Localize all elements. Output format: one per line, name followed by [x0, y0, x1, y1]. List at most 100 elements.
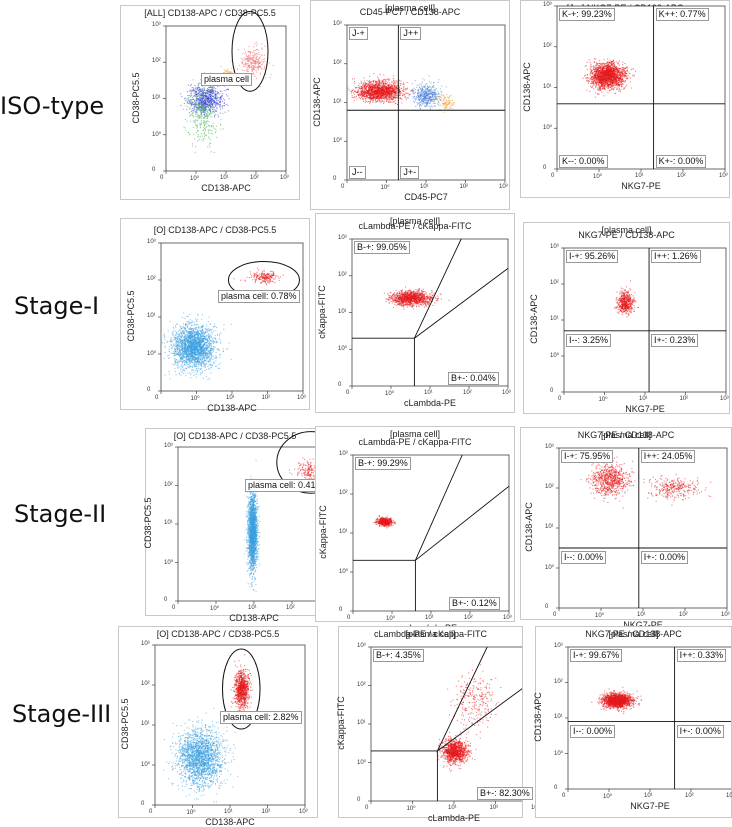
- event-dot: [186, 130, 187, 131]
- event-dot: [436, 88, 437, 89]
- event-dot: [613, 89, 614, 90]
- event-dot: [269, 62, 270, 63]
- event-dot: [386, 83, 387, 84]
- event-dot: [256, 72, 257, 73]
- event-dot: [449, 106, 450, 107]
- event-dot: [383, 102, 384, 103]
- event-dot: [418, 89, 419, 90]
- event-dot: [249, 46, 250, 47]
- event-dot: [211, 98, 212, 99]
- event-dot: [257, 57, 258, 58]
- event-dot: [252, 63, 253, 64]
- event-dot: [417, 104, 418, 105]
- event-dot: [386, 99, 387, 100]
- event-dot: [250, 63, 251, 64]
- event-dot: [195, 152, 196, 153]
- event-dot: [597, 88, 598, 89]
- event-dot: [364, 77, 365, 78]
- event-dot: [421, 105, 422, 106]
- event-dot: [590, 75, 591, 76]
- event-dot: [224, 69, 225, 70]
- event-dot: [601, 67, 602, 68]
- event-dot: [194, 103, 195, 104]
- event-dot: [224, 105, 225, 106]
- event-dot: [379, 99, 380, 100]
- event-dot: [222, 106, 223, 107]
- x-tick-label: 10³: [280, 175, 289, 181]
- event-dot: [215, 129, 216, 130]
- event-dot: [383, 92, 384, 93]
- event-dot: [395, 103, 396, 104]
- event-dot: [413, 98, 414, 99]
- event-dot: [378, 90, 379, 91]
- event-dot: [440, 97, 441, 98]
- event-dot: [193, 115, 194, 116]
- event-dot: [194, 95, 195, 96]
- event-dot: [262, 47, 263, 48]
- event-dot: [428, 97, 429, 98]
- event-dot: [200, 88, 201, 89]
- event-dot: [381, 101, 382, 102]
- event-dot: [379, 100, 380, 101]
- event-dot: [366, 92, 367, 93]
- event-dot: [422, 89, 423, 90]
- event-dot: [387, 79, 388, 80]
- event-dot: [399, 95, 400, 96]
- event-dot: [610, 69, 611, 70]
- event-dot: [183, 109, 184, 110]
- event-dot: [242, 63, 243, 64]
- event-dot: [421, 84, 422, 85]
- event-dot: [590, 68, 591, 69]
- event-dot: [383, 81, 384, 82]
- event-dot: [630, 78, 631, 79]
- event-dot: [367, 92, 368, 93]
- event-dot: [191, 106, 192, 107]
- event-dot: [622, 79, 623, 80]
- event-dot: [392, 82, 393, 83]
- event-dot: [190, 121, 191, 122]
- event-dot: [200, 116, 201, 117]
- event-dot: [435, 96, 436, 97]
- event-dot: [385, 97, 386, 98]
- event-dot: [430, 100, 431, 101]
- event-dot: [429, 100, 430, 101]
- event-dot: [201, 100, 202, 101]
- event-dot: [207, 88, 208, 89]
- y-tick-label: 0: [152, 167, 155, 173]
- event-dot: [256, 70, 257, 71]
- event-dot: [250, 59, 251, 60]
- event-dot: [193, 127, 194, 128]
- event-dot: [393, 97, 394, 98]
- event-dot: [208, 137, 209, 138]
- event-dot: [611, 63, 612, 64]
- event-dot: [360, 87, 361, 88]
- event-dot: [226, 89, 227, 90]
- event-dot: [620, 68, 621, 69]
- event-dot: [401, 99, 402, 100]
- event-dot: [225, 71, 226, 72]
- event-dot: [220, 106, 221, 107]
- event-dot: [595, 81, 596, 82]
- event-dot: [389, 98, 390, 99]
- event-dot: [244, 57, 245, 58]
- event-dot: [206, 92, 207, 93]
- event-dot: [209, 103, 210, 104]
- event-dot: [248, 51, 249, 52]
- event-dot: [216, 98, 217, 99]
- event-dot: [452, 104, 453, 105]
- event-dot: [201, 124, 202, 125]
- event-dot: [372, 97, 373, 98]
- event-dot: [587, 81, 588, 82]
- y-axis-label: CD138-APC: [312, 62, 322, 142]
- event-dot: [380, 85, 381, 86]
- event-dot: [380, 83, 381, 84]
- event-dot: [216, 137, 217, 138]
- event-dot: [213, 126, 214, 127]
- event-dot: [617, 76, 618, 77]
- event-dot: [214, 95, 215, 96]
- event-dot: [367, 101, 368, 102]
- event-dot: [373, 73, 374, 74]
- event-dot: [184, 98, 185, 99]
- event-dot: [356, 92, 357, 93]
- event-dot: [199, 139, 200, 140]
